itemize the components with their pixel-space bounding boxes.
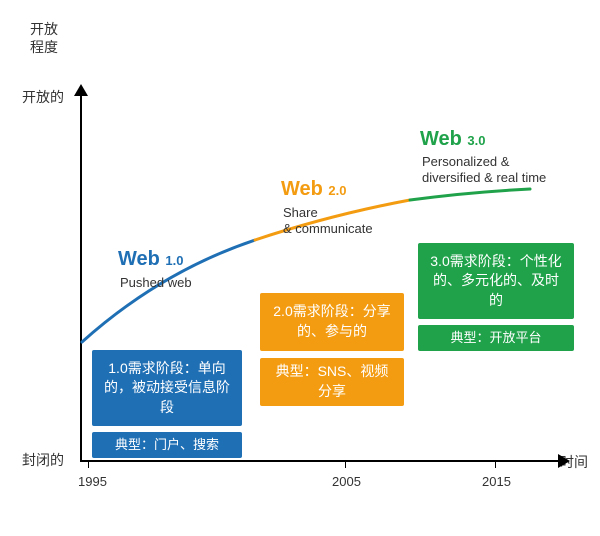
era1-version: 1.0 [165, 253, 183, 268]
y-axis-end-closed: 封闭的 [22, 450, 64, 470]
era3-desc-text: 3.0需求阶段：个性化的、多元化的、及时的 [428, 252, 564, 311]
era3-type-text: 典型：开放平台 [428, 329, 564, 347]
x-tick-label-0: 1995 [78, 474, 107, 489]
era3-subtitle: Personalized & diversified & real time [422, 154, 546, 187]
era1-type-box: 典型：门户、搜索 [92, 432, 242, 458]
era3-prefix: Web [420, 128, 462, 150]
era2-desc-text: 2.0需求阶段：分享的、参与的 [270, 302, 394, 341]
x-tick-label-2: 2015 [482, 474, 511, 489]
y-axis-line [80, 95, 82, 460]
era2-version: 2.0 [328, 183, 346, 198]
era1-type-text: 典型：门户、搜索 [102, 436, 232, 454]
era1-title: Web 1.0 [118, 248, 184, 271]
era1-desc-box: 1.0需求阶段：单向的，被动接受信息阶段 [92, 350, 242, 426]
y-axis-title: 开放 程度 [30, 20, 58, 56]
era2-desc-box: 2.0需求阶段：分享的、参与的 [260, 293, 404, 351]
era2-title: Web 2.0 [281, 178, 347, 201]
era3-type-box: 典型：开放平台 [418, 325, 574, 351]
era3-title: Web 3.0 [420, 128, 486, 151]
era1-subtitle: Pushed web [120, 275, 192, 291]
era3-version: 3.0 [467, 133, 485, 148]
era1-prefix: Web [118, 248, 160, 270]
era3-desc-box: 3.0需求阶段：个性化的、多元化的、及时的 [418, 243, 574, 319]
era1-desc-text: 1.0需求阶段：单向的，被动接受信息阶段 [102, 359, 232, 418]
x-tick-label-1: 2005 [332, 474, 361, 489]
era2-subtitle: Share & communicate [283, 205, 373, 238]
y-axis-end-open: 开放的 [22, 87, 64, 107]
era2-type-box: 典型：SNS、视频分享 [260, 358, 404, 406]
x-axis-line [80, 460, 560, 462]
x-axis-arrow [558, 454, 570, 468]
era2-prefix: Web [281, 178, 323, 200]
y-axis-arrow [74, 84, 88, 96]
x-tick-1 [345, 460, 346, 468]
x-tick-2 [495, 460, 496, 468]
era2-type-text: 典型：SNS、视频分享 [270, 362, 394, 401]
x-tick-0 [88, 460, 89, 468]
